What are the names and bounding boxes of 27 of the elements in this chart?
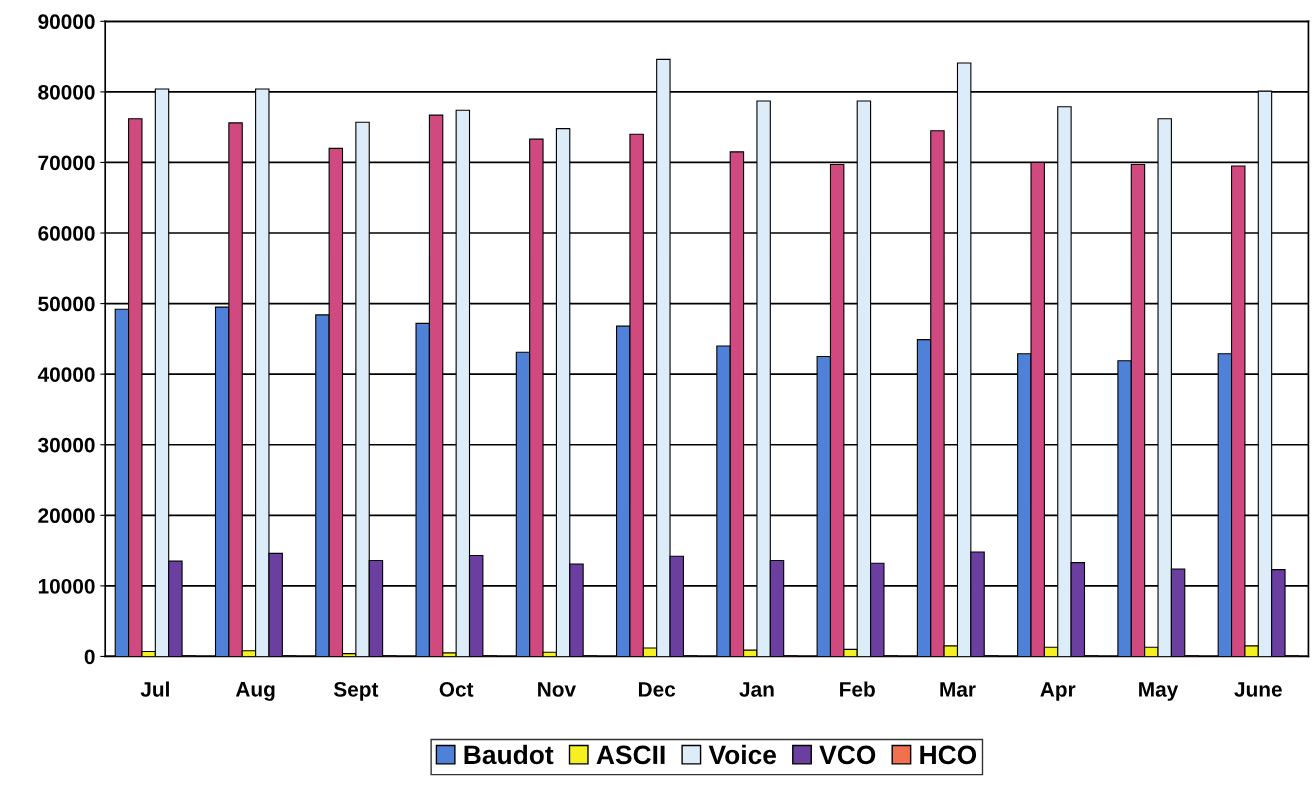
x-tick-label: May	[1139, 682, 1179, 701]
x-tick-label: Feb	[840, 681, 875, 697]
x-tick-label: June	[1234, 682, 1282, 697]
x-tick-label: Jul	[140, 681, 169, 697]
legend-label: Voice	[708, 744, 777, 765]
legend-label: VCO	[819, 745, 876, 765]
x-tick-label: Jan	[739, 682, 774, 697]
y-tick-label: 50000	[38, 296, 95, 312]
y-tick-label: 40000	[37, 367, 95, 382]
y-tick-label: 10000	[38, 578, 95, 594]
x-tick-label: Dec	[638, 682, 676, 697]
y-tick-label: 80000	[38, 84, 95, 100]
x-tick-label: Apr	[1040, 682, 1076, 701]
y-tick-label: 30000	[38, 437, 95, 453]
x-tick-label: Mar	[940, 682, 976, 697]
y-tick-label: 90000	[38, 14, 95, 30]
x-tick-label: Nov	[538, 682, 576, 697]
y-tick-label: 20000	[38, 508, 95, 524]
legend-label: Baudot	[464, 744, 554, 765]
y-tick-label: 60000	[38, 226, 95, 241]
x-tick-label: Aug	[235, 682, 275, 701]
legend-label: HCO	[920, 745, 977, 765]
y-tick-label: 0	[84, 649, 95, 665]
x-tick-label: Sept	[333, 682, 379, 701]
y-tick-label: 70000	[38, 155, 95, 171]
x-tick-label: Oct	[439, 682, 474, 697]
legend-label: ASCII	[596, 745, 665, 765]
